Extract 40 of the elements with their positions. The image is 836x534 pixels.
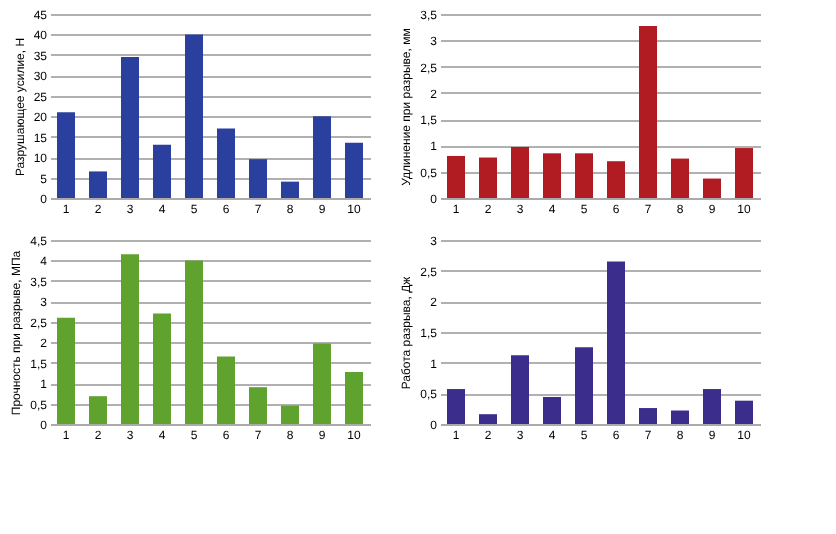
bar bbox=[703, 178, 721, 198]
bar bbox=[121, 56, 139, 198]
bar bbox=[479, 157, 497, 198]
bar bbox=[703, 389, 721, 424]
bar bbox=[345, 142, 363, 198]
bar bbox=[185, 34, 203, 198]
bar bbox=[281, 181, 299, 198]
bar bbox=[249, 387, 267, 424]
bar bbox=[639, 408, 657, 424]
bar bbox=[735, 148, 753, 198]
bar bbox=[447, 389, 465, 424]
bar bbox=[575, 153, 593, 198]
bar bbox=[89, 171, 107, 198]
bar bbox=[121, 254, 139, 424]
bar bbox=[671, 410, 689, 424]
bar bbox=[153, 144, 171, 198]
bar bbox=[185, 260, 203, 424]
bar bbox=[607, 261, 625, 424]
bar bbox=[313, 116, 331, 198]
bar bbox=[511, 355, 529, 424]
bar bbox=[447, 155, 465, 198]
bar bbox=[575, 347, 593, 424]
bar bbox=[153, 313, 171, 424]
bar bbox=[249, 159, 267, 198]
bar bbox=[217, 128, 235, 198]
bar bbox=[511, 147, 529, 198]
bar bbox=[345, 372, 363, 424]
bar bbox=[735, 400, 753, 424]
bar bbox=[639, 26, 657, 198]
bar bbox=[313, 343, 331, 424]
bar bbox=[89, 396, 107, 424]
bar bbox=[607, 161, 625, 198]
bar bbox=[479, 414, 497, 424]
bar bbox=[543, 153, 561, 198]
bar bbox=[217, 356, 235, 424]
bar bbox=[57, 112, 75, 198]
bar bbox=[671, 158, 689, 198]
bar bbox=[281, 405, 299, 424]
bar bbox=[57, 317, 75, 424]
bar bbox=[543, 397, 561, 424]
